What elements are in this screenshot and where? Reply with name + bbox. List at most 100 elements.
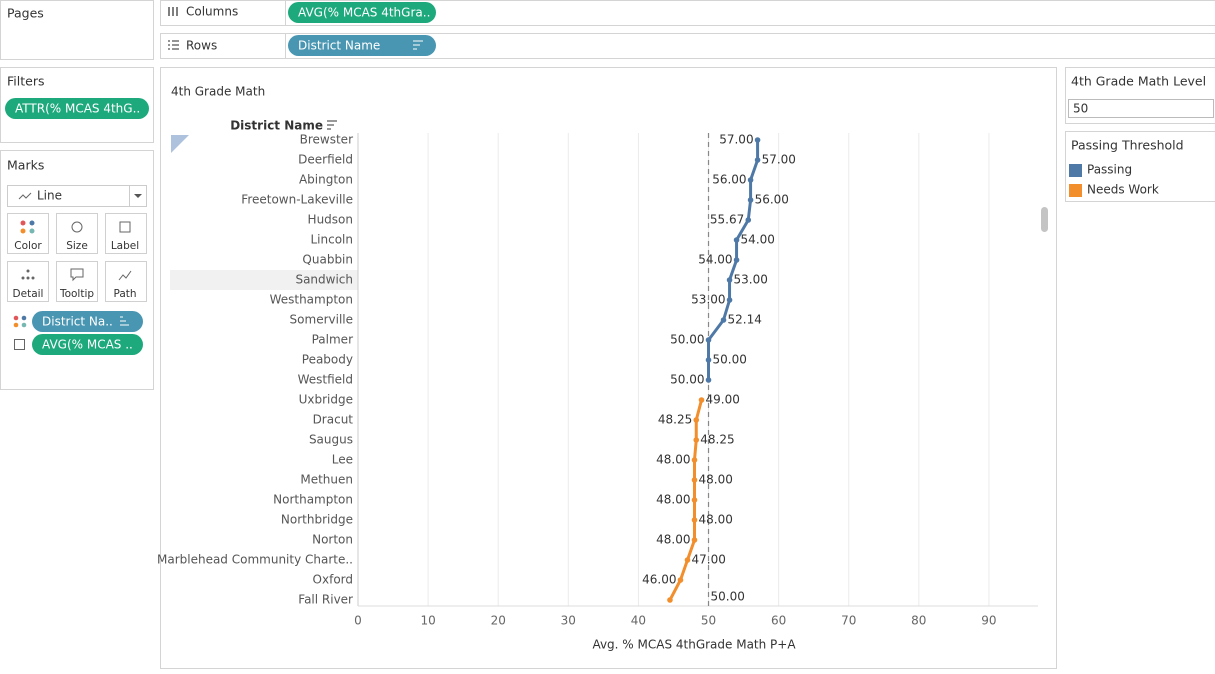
value-label: 47.00 [691,553,725,567]
row-label: Norton [312,533,353,547]
value-label: 57.00 [762,153,796,167]
row-label: Uxbridge [299,393,353,407]
sort-icon [413,40,423,50]
row-header: District Name [230,119,323,133]
legend-panel [1065,131,1215,202]
legend-title: Passing Threshold [1071,138,1184,153]
value-label: 55.67 [710,213,744,227]
reference-line-label: 50.00 [711,590,745,604]
rows-pill-text: District Name [298,39,380,53]
legend-swatch [1069,184,1082,197]
data-point [677,577,684,583]
parameter-input[interactable] [1068,99,1214,118]
x-axis-title: Avg. % MCAS 4thGrade Math P+A [592,638,796,652]
value-label: 48.00 [698,473,732,487]
icon [26,276,30,280]
row-label: Brewster [300,133,353,147]
data-point [693,417,700,423]
icon [13,315,19,321]
icon [20,220,26,226]
data-point [693,437,700,443]
value-label: 54.00 [698,253,732,267]
legend-label: Passing [1087,163,1132,177]
plot: 0 10 20 30 40 50 60 70 80 90 Brewster Deerfield Abin… [157,133,1038,628]
row-label: Lee [332,453,353,467]
row-label: Peabody [302,353,353,367]
icon [14,339,25,350]
row-label: Oxford [313,573,353,587]
row-label: Marblehead Community Charte.. [157,553,353,567]
row-label: Northbridge [281,513,353,527]
x-tick-label: 60 [771,614,786,628]
columns-pill-text: AVG(% MCAS 4thGra.. [298,6,430,20]
row-label: Deerfield [298,153,353,167]
mark-type-dropdown[interactable] [7,185,147,207]
pages-panel [0,0,154,60]
x-tick-label: 50 [701,614,716,628]
value-label: 50.00 [670,333,704,347]
data-point [754,137,761,143]
path-button[interactable] [105,261,147,302]
data-point [705,337,712,343]
corner-marker [171,135,189,153]
filter-pill[interactable] [5,98,149,119]
data-point [691,457,698,463]
button-label: Detail [13,288,44,300]
data-point [747,177,754,183]
tooltip-button[interactable] [56,261,98,302]
rows-icon [168,40,179,50]
marks-pill[interactable] [32,311,143,332]
x-tick-label: 10 [420,614,435,628]
columns-pill[interactable] [288,2,436,23]
line-icon [18,192,32,200]
mark-buttons: Color Size Label Detail Tooltip Path [7,213,147,302]
rows-pill[interactable] [288,35,436,56]
row-label: Lincoln [310,233,353,247]
row-label: Quabbin [302,253,353,267]
button-label: Tooltip [59,288,94,300]
icon [70,268,84,282]
row-label: Westhampton [270,293,353,307]
detail-button[interactable] [7,261,49,302]
data-point [691,517,698,523]
data-point [745,217,752,223]
row-label: Methuen [300,473,353,487]
row-label: Dracut [313,413,354,427]
button-label: Size [66,240,88,252]
size-button[interactable] [56,213,98,254]
value-label: 48.00 [656,453,690,467]
marks-pill[interactable] [32,334,143,355]
columns-icon [168,7,178,16]
row-label: Abington [299,173,353,187]
dropdown-arrow [134,194,142,198]
data-point [684,557,691,563]
marks-title: Marks [7,158,44,173]
value-label: 46.00 [642,573,676,587]
color-button[interactable] [7,213,49,254]
row-label: Palmer [312,333,353,347]
data-point [705,357,712,363]
filter-pill-text: ATTR(% MCAS 4thG.. [15,102,140,116]
data-point [667,597,673,603]
x-tick-label: 90 [981,614,996,628]
value-label: 48.00 [698,513,732,527]
chart-pane [160,67,1057,669]
row-label: Northampton [273,493,353,507]
scrollbar-thumb[interactable] [1041,207,1048,232]
pages-title: Pages [7,6,44,21]
icon [20,228,26,234]
icon [21,315,27,321]
x-tick-label: 0 [354,614,362,628]
value-label: 50.00 [713,353,747,367]
data-point [691,537,698,543]
filters-title: Filters [7,74,44,89]
label-button[interactable] [105,213,147,254]
parameter-title: 4th Grade Math Level [1071,74,1206,89]
data-point [691,477,698,483]
legend-swatch [1069,164,1082,177]
sort-icon [327,120,337,130]
button-label: Label [111,240,139,252]
icon [29,228,35,234]
x-tick-label: 20 [491,614,506,628]
